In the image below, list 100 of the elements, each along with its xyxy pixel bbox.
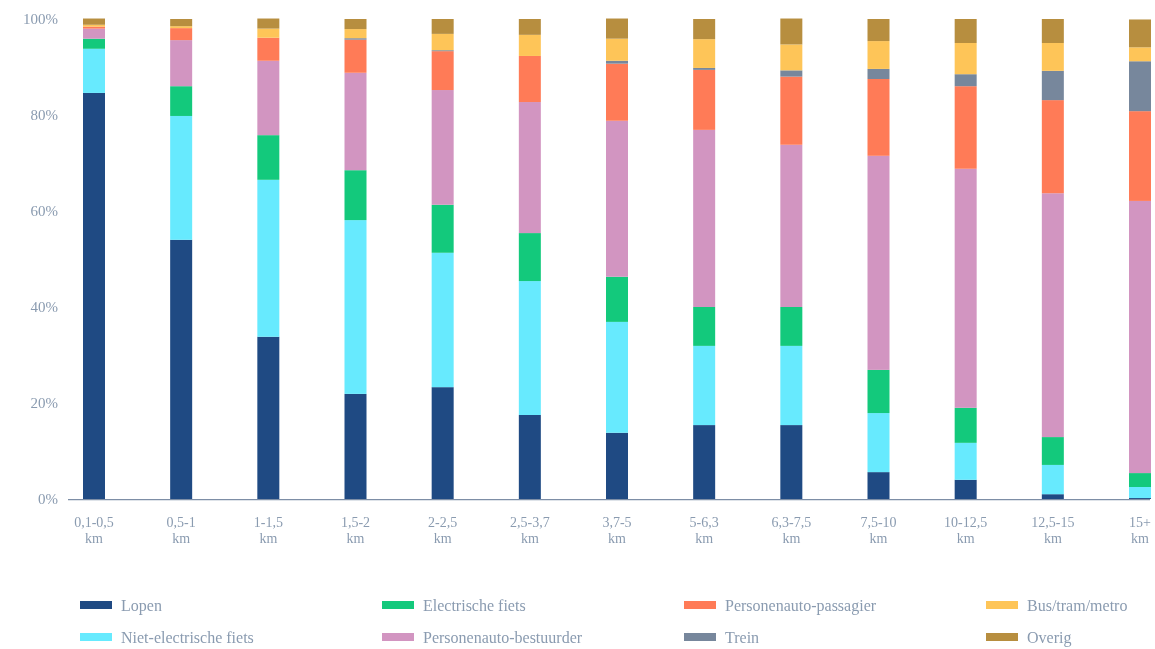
bar [954, 442, 977, 480]
bar [954, 168, 977, 408]
bar [170, 115, 193, 240]
bar [344, 72, 367, 171]
bar [1041, 100, 1064, 194]
legend-label: Personenauto-passagier [725, 596, 877, 615]
bar [257, 60, 280, 136]
bar [431, 252, 454, 388]
x-tick-label: 6,3-7,5 km [771, 515, 812, 546]
bar [780, 44, 803, 71]
bar [606, 60, 628, 64]
bar [83, 92, 105, 499]
bar [1041, 19, 1064, 43]
bar [693, 19, 716, 40]
bar [606, 38, 628, 61]
bar [344, 19, 367, 30]
bar [693, 39, 716, 68]
bar [693, 69, 716, 130]
bar [1041, 193, 1064, 438]
bar [83, 38, 105, 49]
bar [431, 33, 454, 51]
bar [867, 155, 890, 370]
bar [693, 425, 716, 499]
x-tick-label: 10-12,5 km [944, 515, 988, 546]
bar [867, 79, 890, 156]
bar [518, 55, 541, 103]
bar [606, 120, 628, 277]
bar [431, 90, 454, 205]
legend-label: Niet-electrische fiets [121, 628, 254, 646]
bar [170, 40, 193, 87]
x-tick-label: 15+ km [1129, 515, 1152, 546]
bar [1041, 70, 1064, 101]
bar [257, 28, 280, 38]
x-tick-label: 7,5-10 km [860, 515, 897, 546]
bar [954, 74, 977, 87]
y-tick-label: 80% [30, 107, 58, 124]
bar [954, 479, 977, 499]
bar [518, 415, 541, 499]
x-tick-label: 5-6,3 km [689, 515, 719, 546]
bar [954, 407, 977, 443]
y-tick-label: 40% [30, 299, 58, 316]
y-tick-label: 60% [30, 203, 58, 220]
bar [867, 19, 890, 42]
bar [257, 18, 280, 29]
bar [606, 276, 628, 322]
bar [780, 144, 803, 307]
bar [170, 28, 193, 41]
bar [431, 387, 454, 499]
x-tick-label: 1-1,5 km [253, 515, 283, 546]
y-tick-label: 20% [30, 395, 58, 412]
bar [431, 19, 454, 34]
bar [344, 170, 367, 221]
bar [83, 48, 105, 93]
bar [518, 19, 541, 35]
bar [780, 345, 803, 426]
bar [1129, 19, 1151, 48]
bar [606, 321, 628, 433]
bar [780, 76, 803, 145]
bar [1041, 494, 1064, 499]
bar [954, 19, 977, 43]
y-tick-label: 100% [23, 11, 58, 28]
bar [780, 18, 803, 45]
bar [1129, 473, 1151, 487]
bar [1041, 464, 1064, 495]
bar [693, 129, 716, 307]
bar [780, 307, 803, 346]
bar [431, 51, 454, 91]
bar [1129, 47, 1151, 62]
bar [693, 345, 716, 426]
legend-label: Bus/tram/metro [1027, 596, 1128, 614]
bar [344, 39, 367, 73]
x-tick-label: 12,5-15 km [1031, 515, 1075, 546]
bar [518, 34, 541, 56]
x-tick-label: 3,7-5 km [602, 515, 632, 546]
bar [344, 220, 367, 394]
bar [83, 28, 105, 39]
x-tick-label: 2-2,5 km [428, 515, 458, 546]
bar [867, 369, 890, 414]
bar [257, 37, 280, 61]
bar [257, 336, 280, 499]
bar [954, 43, 977, 75]
bar [518, 281, 541, 415]
x-tick-label: 0,1-0,5 km [74, 515, 114, 546]
bar [780, 425, 803, 499]
x-tick-label: 0,5-1 km [166, 515, 196, 546]
bar [867, 413, 890, 473]
bar [867, 41, 890, 69]
bar [1129, 61, 1151, 112]
bar [83, 18, 105, 25]
bar [431, 204, 454, 253]
bar [518, 102, 541, 234]
legend-label: Overig [1027, 628, 1072, 647]
bar [344, 29, 367, 39]
bar [693, 307, 716, 346]
bar [1129, 200, 1151, 474]
bar [867, 472, 890, 499]
legend-label: Trein [725, 628, 760, 646]
legend-label: Personenauto-bestuurder [423, 628, 583, 646]
bar [780, 70, 803, 77]
x-tick-label: 1,5-2 km [340, 515, 371, 546]
